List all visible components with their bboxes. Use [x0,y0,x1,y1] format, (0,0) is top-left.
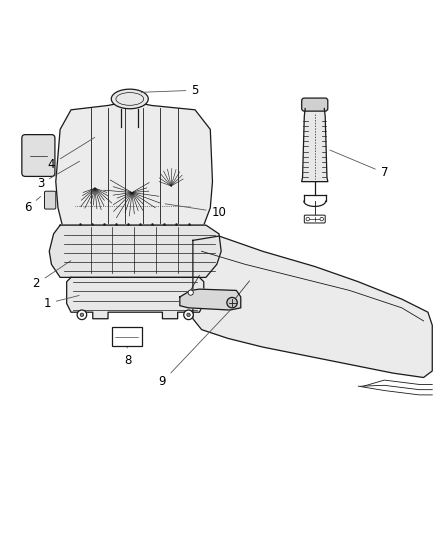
Circle shape [187,313,190,317]
Circle shape [320,217,323,221]
Text: 7: 7 [330,150,388,180]
Text: 5: 5 [141,84,199,96]
Text: 9: 9 [159,310,230,389]
FancyBboxPatch shape [22,135,55,176]
Polygon shape [302,109,328,182]
Polygon shape [193,236,432,377]
Circle shape [77,310,87,320]
Polygon shape [180,289,241,310]
Circle shape [188,290,193,295]
Text: 8: 8 [124,329,131,367]
Circle shape [306,217,310,221]
Text: 2: 2 [32,261,71,290]
Circle shape [227,297,237,308]
Circle shape [184,310,193,320]
FancyBboxPatch shape [302,98,328,111]
Polygon shape [56,103,212,225]
Text: 3: 3 [37,161,80,190]
FancyBboxPatch shape [45,191,56,209]
Polygon shape [49,225,221,277]
Ellipse shape [116,93,144,106]
FancyBboxPatch shape [304,215,325,223]
Polygon shape [67,277,204,319]
Circle shape [80,313,84,317]
FancyBboxPatch shape [112,327,141,346]
Ellipse shape [111,89,148,109]
Text: 6: 6 [24,197,41,214]
Text: 10: 10 [165,204,226,219]
Text: 1: 1 [43,295,79,310]
Text: 4: 4 [48,138,95,171]
